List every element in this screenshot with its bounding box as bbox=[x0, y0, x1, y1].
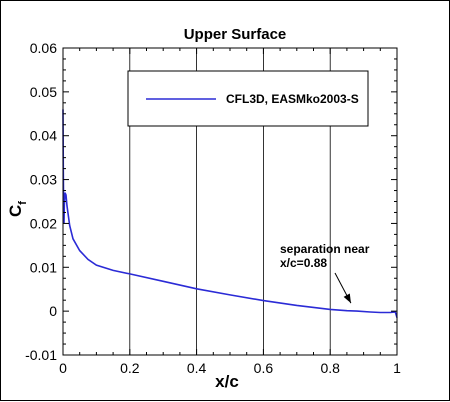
y-axis-label-main: C bbox=[6, 205, 25, 217]
y-tick-label: 0.04 bbox=[30, 128, 57, 144]
y-tick-label: 0 bbox=[49, 303, 57, 319]
annotation-line-2: x/c=0.88 bbox=[280, 256, 327, 270]
y-tick-label: 0.03 bbox=[30, 172, 57, 188]
x-tick-label: 1 bbox=[393, 360, 401, 376]
y-tick-label: 0.02 bbox=[30, 215, 57, 231]
annotation-line-1: separation near bbox=[280, 242, 370, 256]
x-tick-label: 0.8 bbox=[320, 360, 340, 376]
annotation: separation near x/c=0.88 bbox=[280, 242, 370, 304]
legend: CFL3D, EASMko2003-S bbox=[127, 70, 369, 127]
x-tick-label: 0.4 bbox=[187, 360, 207, 376]
series-layer bbox=[62, 109, 398, 318]
annotation-arrowhead bbox=[343, 293, 351, 304]
y-tick-label: -0.01 bbox=[25, 347, 57, 363]
x-tick-label: 0.6 bbox=[254, 360, 274, 376]
y-tick-label: 0.06 bbox=[30, 40, 57, 56]
x-axis-label: x/c bbox=[215, 372, 239, 391]
x-tick-label: 0.2 bbox=[120, 360, 140, 376]
ticks-layer: 0 0.2 0.4 0.6 0.8 1-0.0100.010.020.030.040.05… bbox=[25, 40, 401, 376]
x-tick-label: 0 bbox=[59, 360, 67, 376]
y-tick-label: 0.01 bbox=[30, 259, 57, 275]
y-axis-label-subscript: f bbox=[17, 201, 29, 205]
chart-title: Upper Surface bbox=[184, 26, 287, 43]
series-line bbox=[62, 109, 398, 318]
y-axis-label-group: Cf bbox=[6, 201, 29, 217]
y-axis-label: Cf bbox=[6, 201, 29, 217]
y-tick-label: 0.05 bbox=[30, 84, 57, 100]
legend-label: CFL3D, EASMko2003-S bbox=[226, 92, 359, 106]
